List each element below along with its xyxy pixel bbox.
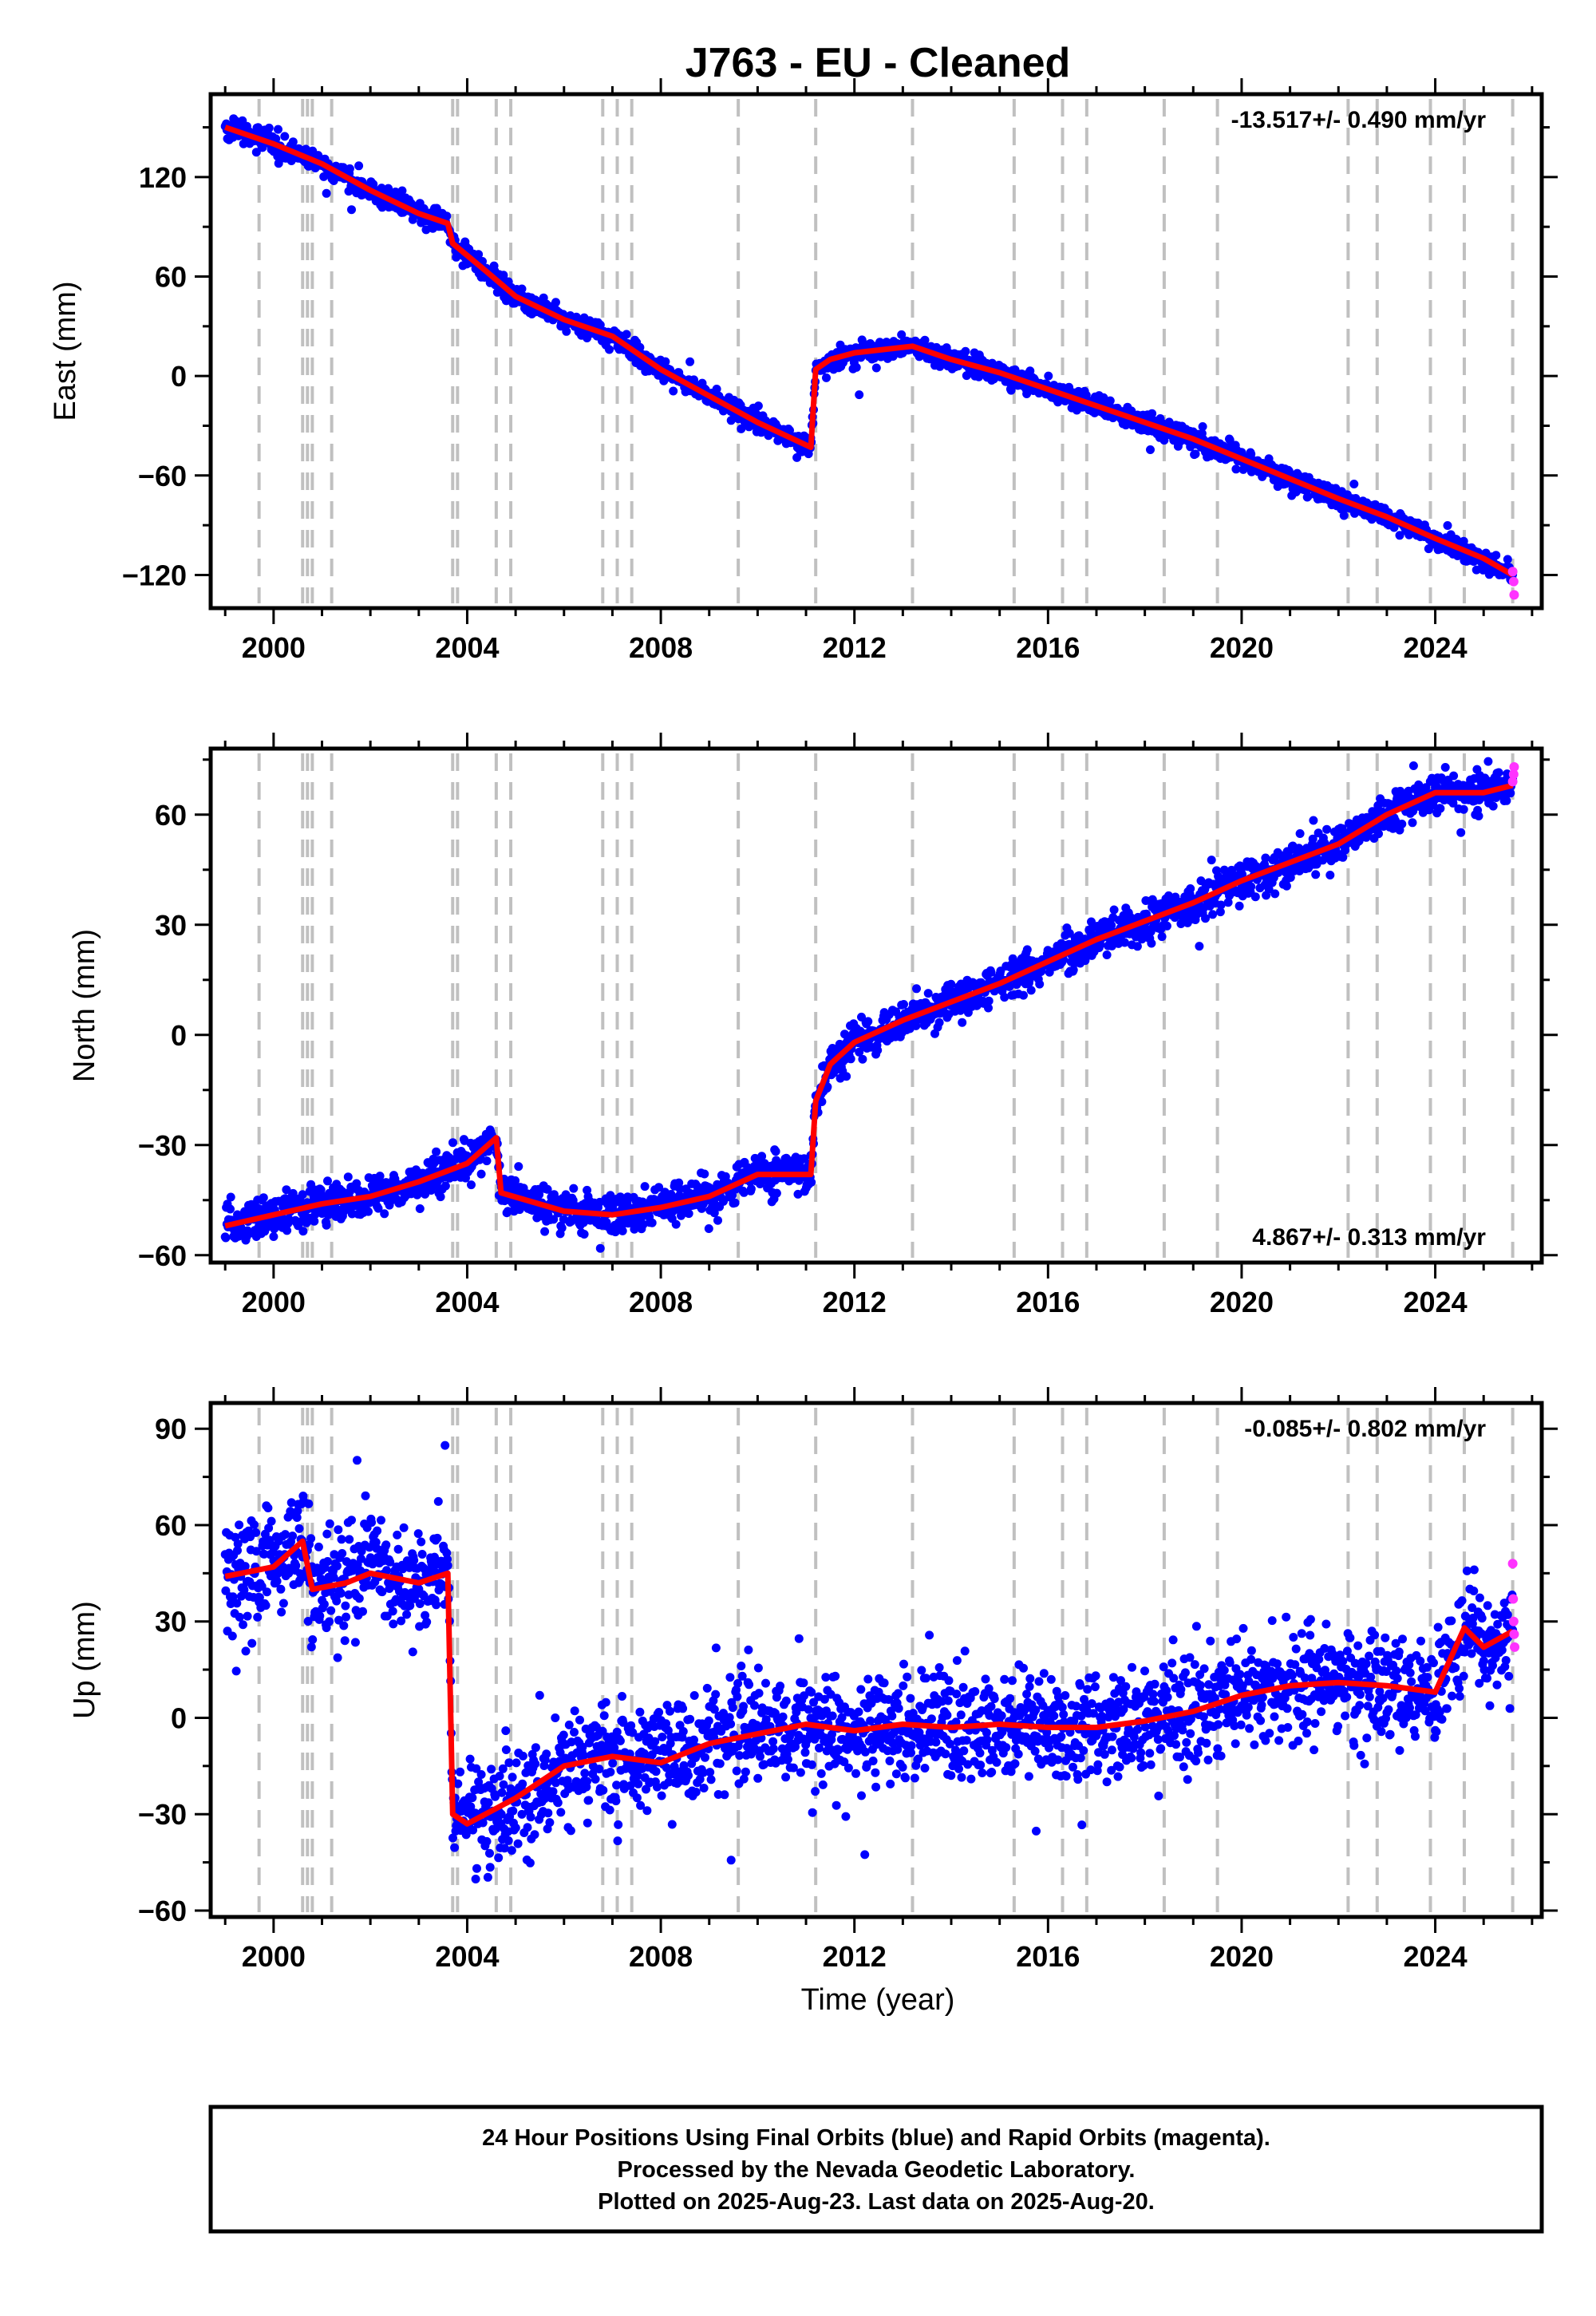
final-orbit-points: [220, 1441, 1518, 1883]
north-panel: 2000 2004 2008 2012 2016 2020 2024 −60 −30 0 30 60 N…: [68, 733, 1558, 1318]
rapid-orbit-point: [1508, 769, 1519, 780]
plot-frame: [208, 92, 1544, 611]
y-tick-label: 0: [171, 1019, 187, 1052]
y-tick-label: 60: [155, 1509, 187, 1542]
up-panel: 2000 2004 2008 2012 2016 2020 2024 −60 −30 0 30 60 9…: [68, 1387, 1558, 1973]
rapid-orbit-point: [1510, 1642, 1520, 1652]
y-tick-label: 60: [155, 261, 187, 294]
x-tick-label: 2020: [1210, 1286, 1274, 1318]
footer-line-1: 24 Hour Positions Using Final Orbits (bl…: [482, 2125, 1270, 2151]
model-fit-line: [224, 782, 1514, 1229]
y-tick-label: −60: [138, 460, 187, 492]
rapid-orbit-point: [1508, 1616, 1519, 1626]
rapid-orbit-point: [1508, 576, 1519, 587]
x-tick-label: 2008: [629, 1940, 693, 1973]
y-tick-label: 30: [155, 1606, 187, 1638]
y-tick-label: 90: [155, 1413, 187, 1445]
x-tick-label: 2000: [242, 631, 306, 664]
y-tick-label: −60: [138, 1239, 187, 1272]
x-tick-label: 2004: [435, 631, 499, 664]
rapid-orbit-point: [1509, 1629, 1519, 1639]
x-tick-label: 2024: [1404, 1286, 1468, 1318]
figure-title: J763 - EU - Cleaned: [685, 40, 1071, 86]
x-tick-label: 2004: [435, 1940, 499, 1973]
y-axis-label: North (mm): [68, 929, 101, 1082]
y-tick-label: 60: [155, 799, 187, 832]
final-orbit-points: [220, 757, 1518, 1253]
x-tick-label: 2020: [1210, 631, 1274, 664]
x-tick-label: 2020: [1210, 1940, 1274, 1973]
x-tick-label: 2024: [1404, 1940, 1468, 1973]
y-axis-label: East (mm): [49, 281, 82, 421]
velocity-rate-label: -13.517+/- 0.490 mm/yr: [1231, 107, 1487, 133]
y-axis-label: Up (mm): [68, 1601, 101, 1719]
y-tick-label: 30: [155, 909, 187, 942]
y-tick-label: −60: [138, 1895, 187, 1927]
x-tick-label: 2016: [1016, 631, 1080, 664]
x-tick-label: 2008: [629, 631, 693, 664]
x-tick-label: 2012: [823, 631, 887, 664]
footer-box: 24 Hour Positions Using Final Orbits (bl…: [208, 2105, 1544, 2234]
footer-line-2: Processed by the Nevada Geodetic Laborat…: [618, 2157, 1136, 2183]
y-tick-label: 0: [171, 1701, 187, 1734]
rapid-orbit-point: [1507, 567, 1518, 577]
rapid-orbit-point: [1507, 777, 1518, 787]
velocity-rate-label: 4.867+/- 0.313 mm/yr: [1252, 1224, 1486, 1251]
y-tick-label: 0: [171, 360, 187, 393]
y-tick-label: −30: [138, 1798, 187, 1831]
plot-frame: [208, 746, 1544, 1265]
plot-frame: [208, 1401, 1544, 1919]
x-tick-label: 2012: [823, 1940, 887, 1973]
rapid-orbit-point: [1507, 1559, 1518, 1569]
rapid-orbit-point: [1509, 762, 1519, 772]
footer-line-3: Plotted on 2025-Aug-23. Last data on 202…: [598, 2189, 1155, 2215]
x-tick-label: 2016: [1016, 1286, 1080, 1318]
x-tick-label: 2000: [242, 1940, 306, 1973]
y-tick-label: −120: [122, 559, 187, 591]
x-tick-label: 2008: [629, 1286, 693, 1318]
east-panel: 2000 2004 2008 2012 2016 2020 2024 −120 −60 0 60 12…: [49, 78, 1558, 664]
model-fit-line: [224, 1538, 1515, 1827]
model-fit-line: [224, 124, 1515, 578]
x-tick-label: 2004: [435, 1286, 499, 1318]
x-tick-label: 2016: [1016, 1940, 1080, 1973]
x-tick-label: 2000: [242, 1286, 306, 1318]
x-tick-label: 2024: [1404, 631, 1468, 664]
y-tick-label: 120: [139, 161, 187, 194]
rapid-orbit-point: [1509, 590, 1519, 600]
x-axis-label: Time (year): [801, 1983, 955, 2017]
velocity-rate-label: -0.085+/- 0.802 mm/yr: [1244, 1416, 1486, 1442]
x-tick-label: 2012: [823, 1286, 887, 1318]
rapid-orbit-point: [1508, 1594, 1519, 1604]
y-tick-label: −30: [138, 1129, 187, 1162]
